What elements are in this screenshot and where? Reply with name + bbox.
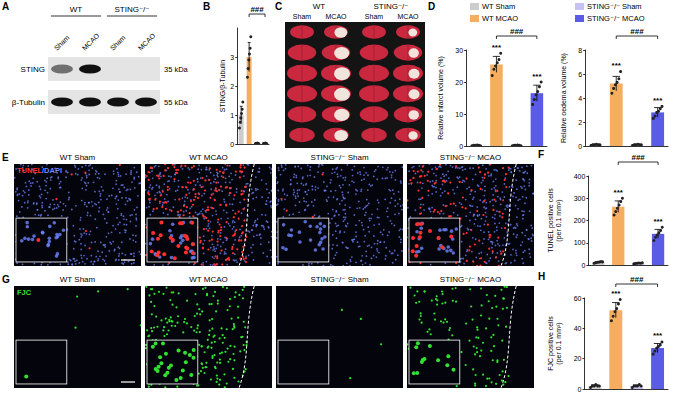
svg-text:STING⁻/⁻ MCAO: STING⁻/⁻ MCAO — [440, 275, 501, 284]
svg-text:MCAO: MCAO — [81, 32, 101, 52]
svg-text:###: ### — [250, 5, 264, 14]
svg-text:Relative oedema volume (%): Relative oedema volume (%) — [560, 53, 568, 143]
svg-text:55 kDa: 55 kDa — [164, 98, 189, 107]
svg-text:4: 4 — [578, 95, 582, 102]
svg-text:1: 1 — [230, 112, 234, 119]
svg-text:STING⁻/⁻ MCAO: STING⁻/⁻ MCAO — [587, 14, 645, 23]
svg-text:10: 10 — [455, 111, 463, 118]
svg-text:###: ### — [630, 27, 644, 36]
svg-text:WT Sham: WT Sham — [60, 275, 96, 284]
svg-text:STING⁻/⁻: STING⁻/⁻ — [373, 2, 408, 11]
svg-text:***: *** — [653, 96, 663, 105]
svg-text:100: 100 — [574, 239, 586, 246]
svg-text:STING⁻/⁻ Sham: STING⁻/⁻ Sham — [310, 275, 369, 284]
svg-text:400: 400 — [574, 173, 586, 180]
svg-text:8: 8 — [578, 47, 582, 54]
svg-text:Sham: Sham — [365, 13, 383, 20]
svg-text:(per 0.1 mm²): (per 0.1 mm²) — [555, 322, 563, 364]
svg-text:STING/β-Tubulin: STING/β-Tubulin — [218, 60, 226, 112]
svg-text:TUNEL/DAPI: TUNEL/DAPI — [17, 166, 62, 175]
svg-text:WT: WT — [313, 2, 326, 11]
svg-text:0: 0 — [581, 262, 585, 269]
svg-text:WT MCAO: WT MCAO — [189, 275, 228, 284]
svg-text:2: 2 — [230, 83, 234, 90]
svg-text:3: 3 — [230, 54, 234, 61]
svg-text:MCAO: MCAO — [398, 13, 420, 20]
svg-text:30: 30 — [455, 47, 463, 54]
svg-text:C: C — [275, 1, 282, 12]
svg-text:0: 0 — [230, 141, 234, 148]
svg-text:40: 40 — [574, 325, 582, 332]
svg-text:WT Sham: WT Sham — [482, 2, 515, 11]
svg-text:***: *** — [653, 331, 663, 340]
svg-text:STING⁻/⁻ MCAO: STING⁻/⁻ MCAO — [440, 153, 501, 162]
svg-text:###: ### — [630, 275, 644, 284]
svg-text:FJC positive cells: FJC positive cells — [547, 316, 555, 371]
svg-text:***: *** — [614, 188, 624, 197]
svg-text:(per 0.1 mm²): (per 0.1 mm²) — [555, 199, 563, 241]
svg-text:E: E — [2, 152, 9, 163]
svg-text:MCAO: MCAO — [137, 32, 157, 52]
svg-text:Sham: Sham — [109, 34, 127, 52]
svg-text:TUNEL positive cells: TUNEL positive cells — [547, 188, 555, 253]
svg-text:STING: STING — [21, 65, 45, 74]
svg-text:20: 20 — [574, 355, 582, 362]
svg-text:0: 0 — [578, 386, 582, 393]
svg-text:F: F — [538, 149, 544, 160]
svg-text:WT MCAO: WT MCAO — [482, 14, 518, 23]
svg-text:G: G — [2, 274, 10, 285]
svg-text:H: H — [538, 271, 545, 282]
svg-text:MCAO: MCAO — [326, 13, 348, 20]
svg-text:WT: WT — [70, 5, 83, 14]
svg-text:0: 0 — [578, 143, 582, 150]
svg-text:FJC: FJC — [17, 288, 32, 297]
svg-text:Sham: Sham — [293, 13, 311, 20]
svg-text:***: *** — [612, 61, 622, 70]
svg-text:6: 6 — [578, 71, 582, 78]
svg-text:D: D — [428, 1, 435, 12]
svg-text:β-Tubulin: β-Tubulin — [12, 98, 45, 107]
svg-text:STING⁻/⁻: STING⁻/⁻ — [114, 5, 149, 14]
svg-text:***: *** — [492, 43, 502, 52]
svg-text:A: A — [2, 1, 9, 12]
svg-text:0: 0 — [459, 143, 463, 150]
svg-text:***: *** — [653, 217, 663, 226]
svg-text:###: ### — [510, 27, 524, 36]
svg-text:Relative infarct volume (%): Relative infarct volume (%) — [437, 56, 445, 140]
svg-text:Sham: Sham — [53, 34, 71, 52]
svg-text:STING⁻/⁻ Sham: STING⁻/⁻ Sham — [310, 153, 369, 162]
svg-text:***: *** — [611, 289, 621, 298]
svg-text:STING⁻/⁻ Sham: STING⁻/⁻ Sham — [587, 2, 642, 11]
svg-text:20: 20 — [455, 79, 463, 86]
svg-text:WT Sham: WT Sham — [60, 153, 96, 162]
svg-text:***: *** — [532, 72, 542, 81]
svg-text:35 kDa: 35 kDa — [164, 65, 189, 74]
svg-text:WT MCAO: WT MCAO — [189, 153, 228, 162]
svg-text:B: B — [203, 1, 210, 12]
svg-text:60: 60 — [574, 295, 582, 302]
svg-text:2: 2 — [578, 119, 582, 126]
svg-text:###: ### — [631, 153, 645, 162]
svg-text:200: 200 — [574, 217, 586, 224]
svg-text:300: 300 — [574, 195, 586, 202]
